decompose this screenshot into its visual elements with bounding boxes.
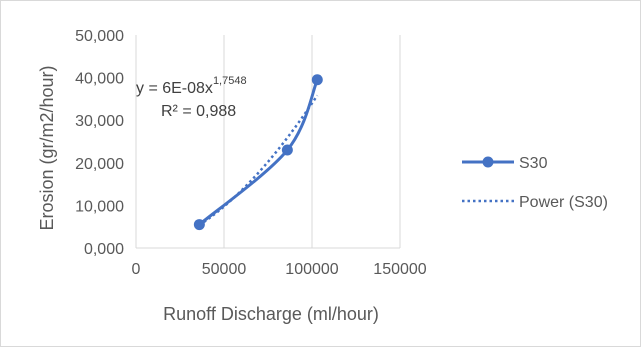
y-tick-label: 50,000 — [75, 28, 124, 45]
x-tick-labels: 0 50000 100000 150000 — [132, 261, 427, 278]
data-point — [193, 219, 205, 231]
y-tick-label: 10,000 — [75, 198, 124, 215]
data-point — [311, 74, 323, 86]
y-tick-label: 20,000 — [75, 156, 124, 173]
x-tick-label: 100000 — [285, 261, 338, 278]
y-tick-label: 40,000 — [75, 71, 124, 88]
data-point — [281, 144, 293, 156]
legend-s30-marker — [482, 156, 494, 168]
trendline-r-squared: R² = 0,988 — [161, 103, 236, 120]
x-tick-label: 50000 — [202, 261, 247, 278]
x-tick-label: 150000 — [373, 261, 426, 278]
series-line — [198, 79, 319, 226]
x-tick-label: 0 — [132, 261, 141, 278]
equation-exponent: 1,7548 — [213, 75, 247, 87]
trendline-equation: y = 6E-08x1,7548 — [136, 75, 247, 97]
y-tick-labels: 0,000 10,000 20,000 30,000 40,000 50,000 — [75, 28, 124, 258]
legend-s30-label: S30 — [519, 155, 548, 172]
y-tick-label: 30,000 — [75, 113, 124, 130]
gridlines — [135, 35, 401, 248]
y-tick-label: 0,000 — [84, 241, 124, 258]
legend-power-label: Power (S30) — [519, 194, 608, 211]
legend: S30 Power (S30) — [462, 155, 608, 211]
series-markers — [193, 74, 323, 231]
x-axis-title: Runoff Discharge (ml/hour) — [163, 304, 379, 324]
equation-base: y = 6E-08x — [136, 80, 213, 97]
y-axis-title: Erosion (gr/m2/hour) — [37, 65, 57, 230]
